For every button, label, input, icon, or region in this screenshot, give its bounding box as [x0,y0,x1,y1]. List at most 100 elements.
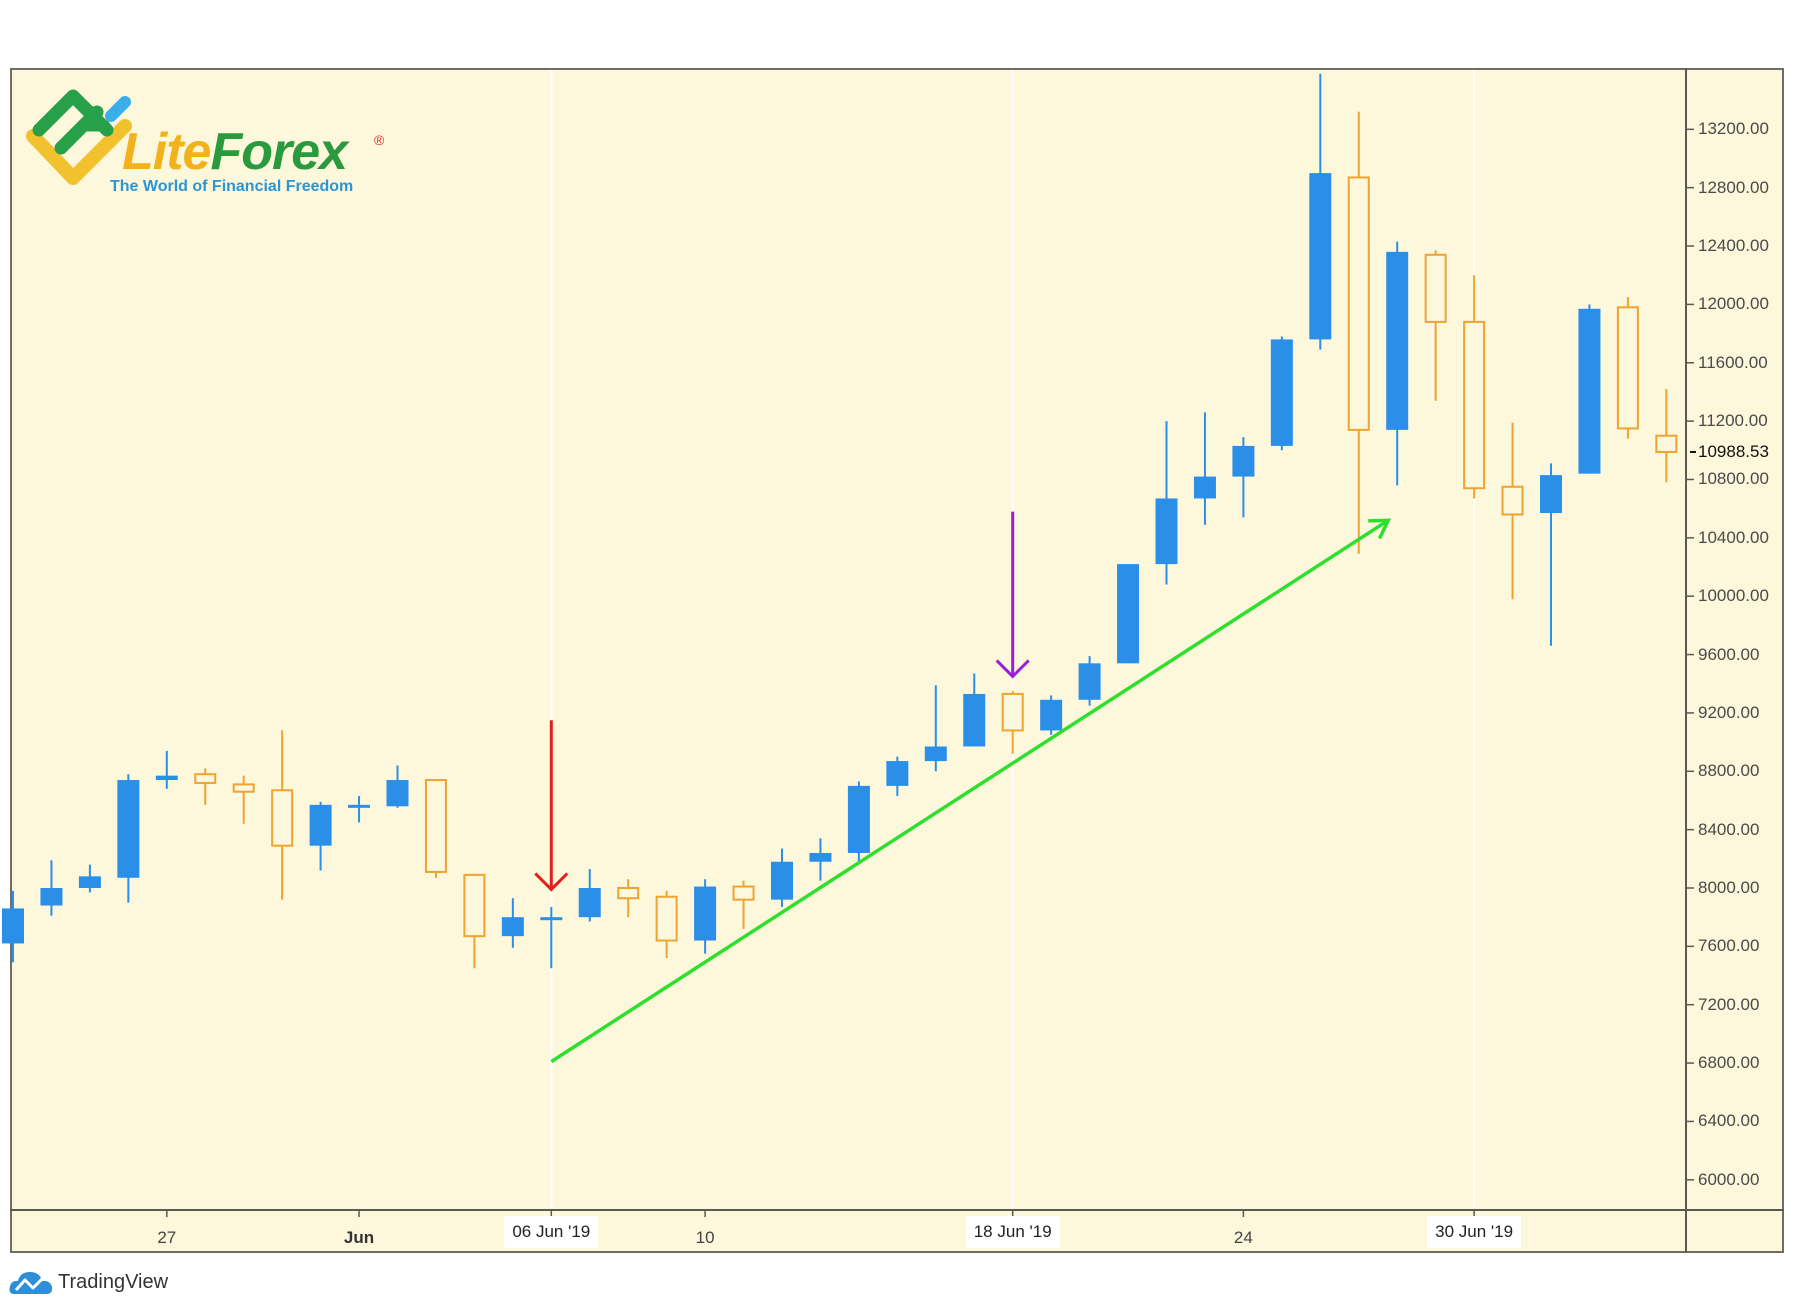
tradingview-cloud-icon [9,1272,53,1294]
red-down-arrow-head [534,872,569,892]
trend-arrow-head [1368,518,1392,540]
purple-down-arrow [995,511,1030,679]
purple-down-arrow-head [995,659,1030,679]
candle-down [655,890,678,959]
logo-tagline: The World of Financial Freedom [110,178,354,195]
candle-body [1347,176,1370,431]
candle-up [1309,73,1332,350]
candles [2,73,1678,969]
time-tick-label: Jun [343,1228,375,1247]
green-trend-arrow [550,518,1392,1064]
axes [10,68,1784,1253]
candle-body [1001,692,1024,732]
chart-frame[interactable] [10,68,1784,1253]
candle-body [886,761,909,786]
price-tick-label: 10400.00 [1698,527,1769,547]
liteforex-logo-icon [26,89,132,185]
candle-up [117,774,140,903]
candle-up [40,860,63,916]
candle-body [1463,320,1486,490]
candle-up [78,864,101,893]
candle-up [771,848,793,907]
candle-body [232,783,255,793]
candle-body [847,785,870,853]
candle-up [578,869,601,922]
candle-body [1155,498,1178,565]
candle-up [1040,695,1063,735]
price-tick-label: 8800.00 [1698,761,1760,781]
time-tick-label: 06 Jun '19 [504,1216,599,1248]
price-tick-label: 7200.00 [1698,994,1760,1014]
trend-line [550,518,1390,1064]
candle-body [1117,564,1140,664]
annotations [534,511,1392,1064]
price-tick-label: 8000.00 [1698,878,1760,897]
candle-down [1001,691,1024,754]
logo-word-forex: Forex [210,123,348,181]
candle-up [694,879,717,954]
candle-down [617,879,640,918]
candle-down [424,779,447,878]
candle-body [2,908,24,944]
candle-up [847,781,870,862]
tradingview-label: TradingView [58,1270,169,1293]
candle-body [1309,173,1332,340]
candle-body [463,873,486,938]
price-tick-label: 10800.00 [1698,469,1769,489]
time-tick-label: 18 Jun '19 [965,1216,1060,1248]
candle-up [501,898,524,948]
candle-down [732,880,755,929]
candle-body [924,746,947,762]
candle-body [1540,475,1562,514]
liteforex-logo [25,86,425,206]
price-tick-label: 13200.00 [1698,119,1769,139]
candle-down [194,768,217,805]
price-tick-label: 10000.00 [1698,586,1769,606]
candle-body [1616,306,1639,430]
candle-up [1270,336,1293,451]
candle-up [1540,463,1562,646]
candle-body [117,780,140,878]
candle-body [617,887,640,900]
time-tick-label: 30 Jun '19 [1427,1216,1522,1248]
candle-down [1616,297,1639,439]
candle-body [809,852,832,862]
candle-body [40,888,63,906]
price-tick-label: 8400.00 [1698,819,1760,839]
price-tick-label: 12400.00 [1698,236,1769,256]
candle-up [1155,421,1178,585]
candle-body [78,876,101,888]
time-tick-label: 27 [157,1228,177,1247]
candle-body [1578,308,1601,474]
candle-down [1463,275,1486,499]
candle-body [963,693,986,747]
liteforex-wordmark: LiteForex [122,122,348,182]
candle-down [1347,111,1370,554]
candle-down [463,873,486,969]
registered-mark: ® [374,132,385,148]
candle-body [1501,485,1524,516]
candle-up [1193,412,1216,525]
candle-up [348,796,371,823]
tradingview-brand[interactable]: TradingView [8,1268,168,1296]
price-tick-label: 9200.00 [1698,702,1760,722]
candle-down [1655,389,1678,483]
candle-body [1078,663,1101,700]
candle-body [694,886,717,941]
candle-up [963,673,986,747]
candle-body [578,888,601,918]
price-tick-label: 6400.00 [1698,1111,1760,1131]
price-tick-label: 12800.00 [1698,177,1769,197]
price-tick-label: 11600.00 [1698,352,1768,372]
candle-down [1501,422,1524,600]
candle-body [386,780,409,807]
candle-body [1655,434,1678,453]
candle-up [924,685,947,772]
candle-body [771,861,793,900]
candle-body [655,895,678,942]
candle-up [2,890,24,963]
candle-up [1578,304,1601,474]
time-tick-label: 10 [695,1228,715,1247]
price-tick-label: 9600.00 [1698,644,1760,664]
